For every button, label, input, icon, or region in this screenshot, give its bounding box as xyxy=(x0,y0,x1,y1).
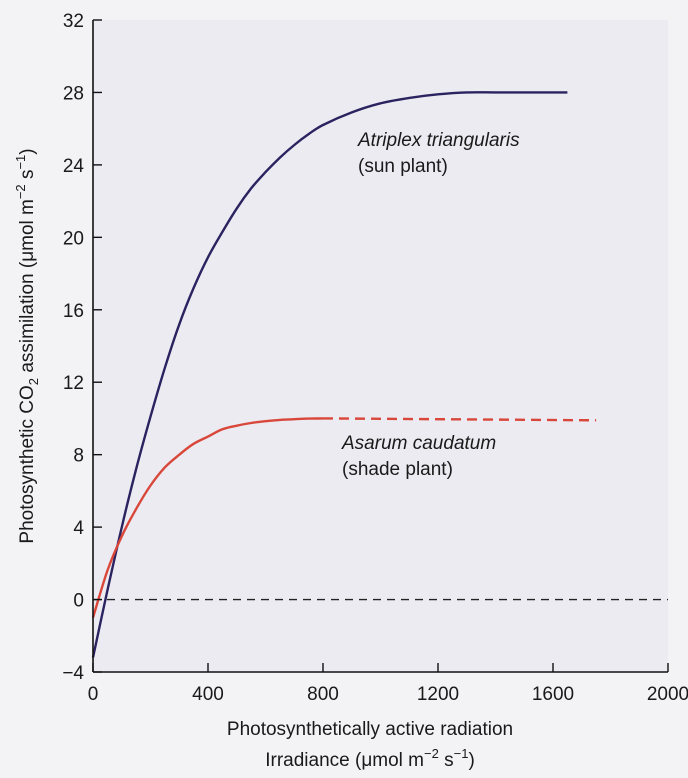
annotation-shade-species: Asarum caudatum xyxy=(341,433,496,454)
y-tick-label: 0 xyxy=(73,591,84,612)
annotation-shade-type: (shade plant) xyxy=(342,459,453,480)
y-tick-label: 8 xyxy=(73,446,84,467)
x-tick-label: 800 xyxy=(307,684,339,705)
x-axis-title-line1: Photosynthetically active radiation xyxy=(227,719,513,740)
x-tick-label: 0 xyxy=(88,684,99,705)
y-tick-label: 24 xyxy=(63,156,85,177)
y-tick-label: 16 xyxy=(63,301,84,322)
y-tick-label: 28 xyxy=(63,83,84,104)
y-tick-label: −4 xyxy=(62,663,84,684)
series-line-sun xyxy=(91,91,568,658)
y-tick-label: 4 xyxy=(73,518,84,539)
series-line-shade xyxy=(91,417,324,619)
x-tick-label: 1600 xyxy=(532,684,574,705)
y-tick-label: 12 xyxy=(63,373,84,394)
plot-background xyxy=(93,20,668,672)
y-axis-title: Photosynthetic CO2 assimilation (μmol m−… xyxy=(13,148,41,543)
x-tick-label: 400 xyxy=(192,684,224,705)
series-line-shade-extrapolated xyxy=(322,417,597,422)
x-tick-label: 1200 xyxy=(417,684,459,705)
annotation-sun-species: Atriplex triangularis xyxy=(357,130,520,151)
annotation-sun-type: (sun plant) xyxy=(358,156,448,177)
y-tick-label: 20 xyxy=(63,228,84,249)
y-tick-label: 32 xyxy=(63,11,84,32)
x-tick-label: 2000 xyxy=(647,684,688,705)
x-axis-title-line2: Irradiance (μmol m−2 s−1) xyxy=(265,746,475,771)
